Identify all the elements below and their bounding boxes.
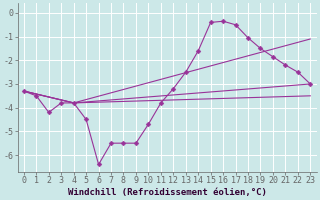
X-axis label: Windchill (Refroidissement éolien,°C): Windchill (Refroidissement éolien,°C) [68,188,267,197]
